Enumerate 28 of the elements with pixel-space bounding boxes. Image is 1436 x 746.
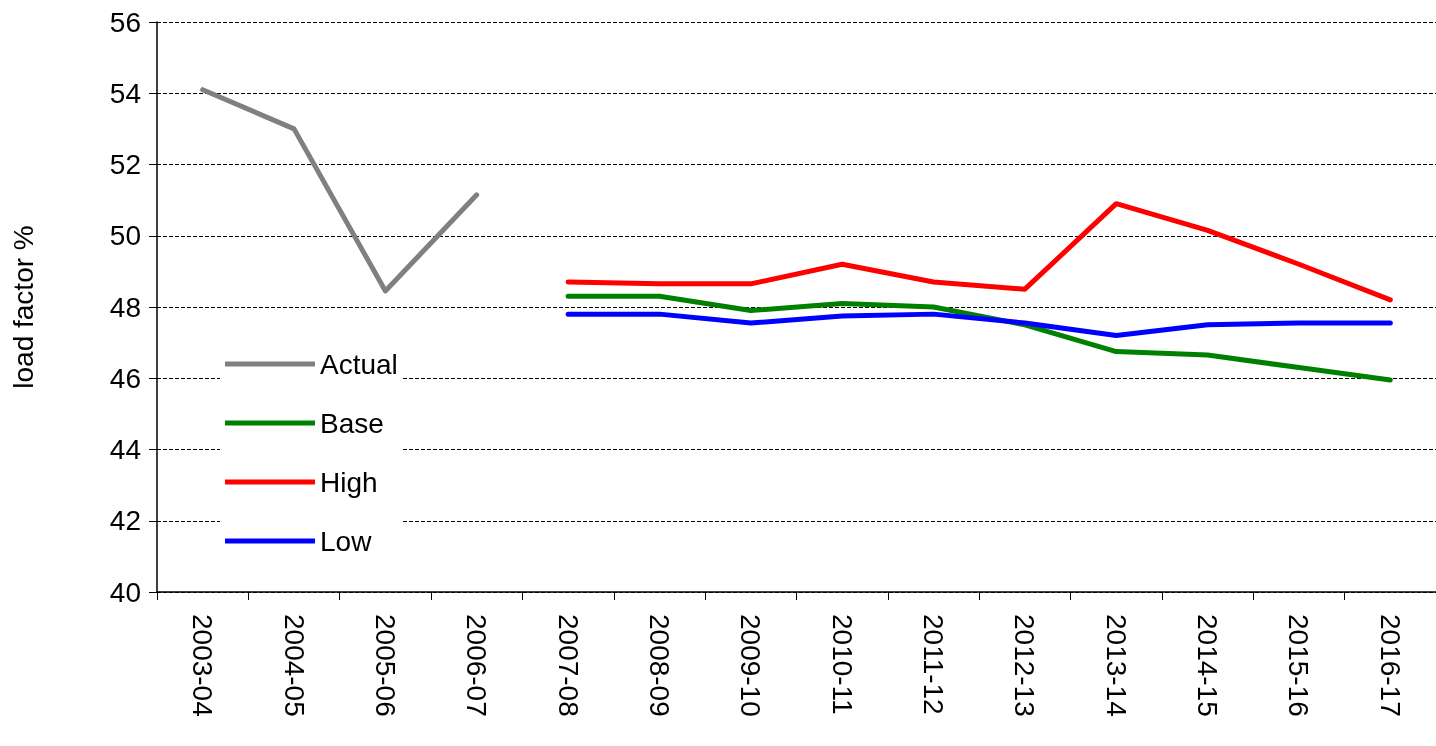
x-tick-label: 2013-14 — [1100, 614, 1132, 717]
y-tick-label: 56 — [109, 6, 141, 38]
x-tick-label: 2007-08 — [552, 614, 584, 717]
x-tick-label: 2015-16 — [1283, 614, 1315, 717]
legend-label: High — [320, 466, 378, 498]
y-tick-label: 40 — [109, 576, 141, 608]
y-tick-label: 44 — [109, 434, 141, 465]
legend-label: Base — [320, 407, 384, 439]
x-tick-label: 2009-10 — [735, 614, 767, 717]
x-tick-label: 2011-12 — [918, 614, 950, 715]
y-tick-label: 46 — [109, 362, 141, 394]
x-tick-label: 2010-11 — [826, 614, 858, 715]
y-tick-label: 42 — [109, 505, 141, 537]
x-tick-label: 2012-13 — [1009, 614, 1041, 717]
y-axis-title: load factor % — [7, 225, 39, 389]
x-tick-label: 2005-06 — [369, 614, 401, 717]
y-tick-label: 50 — [109, 220, 141, 252]
legend-label: Low — [320, 525, 373, 557]
x-tick-label: 2016-17 — [1374, 614, 1406, 717]
y-tick-label: 54 — [109, 77, 141, 109]
y-tick-label: 52 — [109, 149, 141, 180]
y-tick-label: 48 — [109, 291, 141, 323]
x-tick-label: 2014-15 — [1192, 614, 1224, 717]
x-tick-label: 2004-05 — [278, 614, 310, 717]
legend-label: Actual — [320, 348, 398, 380]
x-tick-label: 2008-09 — [643, 614, 675, 717]
x-tick-label: 2003-04 — [187, 614, 219, 717]
x-tick-label: 2006-07 — [461, 614, 493, 717]
